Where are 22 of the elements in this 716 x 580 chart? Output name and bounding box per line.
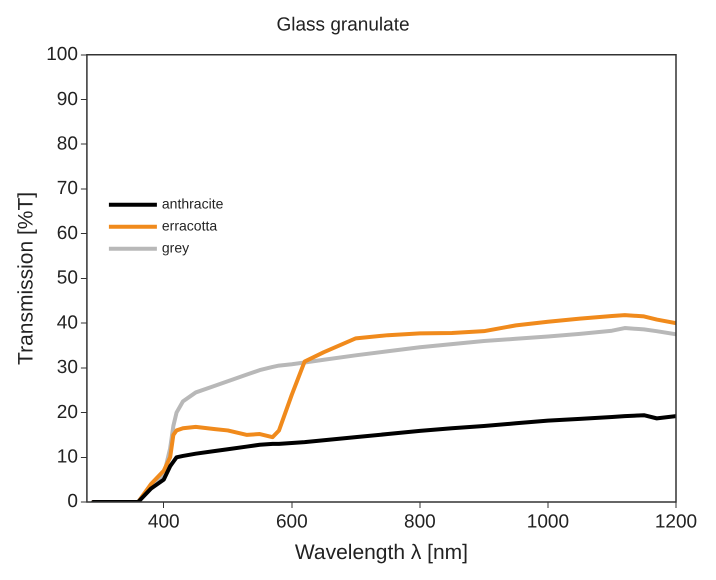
y-tick-label: 80 — [56, 133, 78, 154]
x-tick-label: 1000 — [526, 512, 570, 533]
x-tick-label: 800 — [404, 512, 436, 533]
legend-label: anthracite — [162, 196, 224, 212]
legend-label: grey — [162, 240, 190, 256]
x-axis-title: Wavelength λ [nm] — [294, 541, 468, 564]
y-tick-label: 0 — [67, 491, 78, 512]
legend-label: erracotta — [162, 218, 218, 234]
x-tick-label: 600 — [276, 512, 308, 533]
y-tick-label: 100 — [46, 44, 78, 66]
y-tick-label: 40 — [56, 312, 78, 334]
chart-title: Glass granulate — [276, 14, 410, 36]
y-tick-label: 70 — [56, 178, 78, 200]
y-tick-label: 10 — [56, 446, 78, 468]
y-tick-label: 60 — [56, 222, 78, 244]
x-tick-label: 400 — [148, 512, 180, 533]
y-tick-label: 50 — [56, 268, 78, 289]
y-tick-label: 90 — [56, 88, 78, 110]
y-tick-label: 20 — [56, 402, 78, 423]
x-tick-label: 1200 — [654, 512, 698, 533]
y-tick-label: 30 — [56, 357, 78, 378]
y-axis-title: Transmission [%T] — [14, 192, 38, 365]
